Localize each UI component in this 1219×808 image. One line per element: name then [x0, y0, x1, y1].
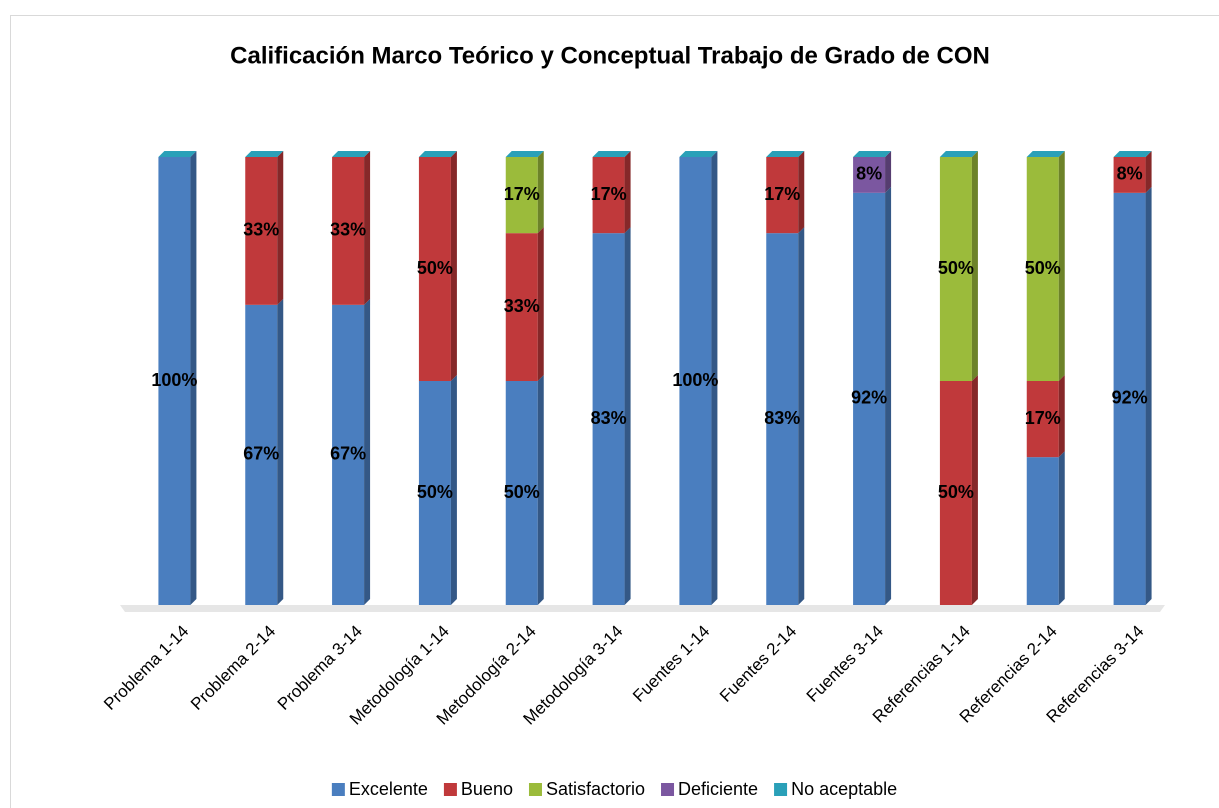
bar-top [1113, 151, 1152, 157]
bar-segment [1026, 381, 1059, 458]
bar-segment [766, 157, 799, 234]
data-label: 50% [504, 482, 540, 502]
bar-side [537, 151, 544, 234]
legend: Excelente Bueno Satisfactorio Deficiente No … [331, 779, 897, 799]
data-label: 92% [851, 388, 887, 408]
bar-top [245, 151, 284, 157]
data-label: 8% [1117, 164, 1143, 184]
bar-segment [853, 157, 886, 193]
bar-side [971, 375, 978, 605]
chart-title: Calificación Marco Teórico y Conceptual … [230, 42, 990, 69]
bar-side [450, 375, 457, 605]
bar-segment [592, 157, 625, 234]
bar-side [537, 375, 544, 605]
legend-swatch [528, 783, 542, 796]
legend-swatch [661, 783, 675, 796]
data-label: 50% [417, 258, 453, 278]
bar-segment [505, 233, 538, 381]
legend-label: Satisfactorio [546, 779, 645, 799]
legend-swatch [443, 783, 457, 796]
data-label: 92% [1112, 388, 1148, 408]
bar-side [885, 186, 892, 605]
bar-top [853, 151, 892, 157]
data-label: 50% [938, 482, 974, 502]
bar-segment [505, 157, 538, 234]
data-label: 17% [591, 184, 627, 204]
bar-top [332, 151, 371, 157]
data-label: 50% [417, 482, 453, 502]
legend-label: Bueno [461, 779, 513, 799]
legend-label: Deficiente [678, 779, 758, 799]
bar-side [798, 151, 805, 234]
bar-side [1145, 186, 1152, 605]
bar-side [624, 227, 631, 605]
bar-segment [939, 157, 972, 381]
bar-segment [1113, 192, 1146, 605]
legend-swatch [331, 783, 345, 796]
bar-top [158, 151, 197, 157]
data-label: 100% [151, 370, 197, 390]
data-label: 67% [243, 444, 279, 464]
bar-side [798, 227, 805, 605]
bar-top [1026, 151, 1065, 157]
bar-side [1058, 451, 1065, 605]
bar-segment [332, 304, 365, 605]
data-label: 33% [243, 220, 279, 240]
data-label: 17% [504, 184, 540, 204]
bar-side [1058, 375, 1065, 458]
data-label: 33% [504, 296, 540, 316]
data-label: 50% [938, 258, 974, 278]
bar-side [971, 151, 978, 381]
bar-segment [158, 157, 191, 605]
data-label: 83% [764, 408, 800, 428]
bar-top [505, 151, 544, 157]
data-label: 8% [856, 164, 882, 184]
bar-side [364, 298, 371, 605]
bar-segment [332, 157, 365, 305]
bar-top [418, 151, 457, 157]
bar-side [1145, 151, 1152, 193]
bar-segment [418, 157, 451, 381]
bar-side [624, 151, 631, 234]
bar-top [939, 151, 978, 157]
bar-segment [245, 157, 278, 305]
bar-segment [1026, 457, 1059, 605]
bar-segment [939, 381, 972, 605]
bar-top [766, 151, 805, 157]
bar-side [711, 151, 718, 605]
data-label: 17% [1025, 408, 1061, 428]
bar-top [592, 151, 631, 157]
bar-side [885, 151, 892, 193]
data-label: 17% [764, 184, 800, 204]
bar-side [190, 151, 197, 605]
bar-segment [679, 157, 712, 605]
bar-segment [853, 192, 886, 605]
legend-label: Excelente [349, 779, 428, 799]
legend-label: No aceptable [791, 779, 897, 799]
bar-segment [592, 233, 625, 605]
bar-side [1058, 151, 1065, 381]
bar-segment [505, 381, 538, 605]
bar-side [537, 227, 544, 381]
legend-swatch [774, 783, 788, 796]
data-label: 50% [1025, 258, 1061, 278]
bar-segment [1026, 157, 1059, 381]
data-label: 67% [330, 444, 366, 464]
bar-side [277, 151, 284, 305]
bar-side [364, 151, 371, 305]
data-label: 33% [330, 220, 366, 240]
data-label: 100% [672, 370, 718, 390]
bar-segment [245, 304, 278, 605]
bar-side [450, 151, 457, 381]
bar-segment [418, 381, 451, 605]
data-label: 83% [591, 408, 627, 428]
bar-top [679, 151, 718, 157]
bar-segment [1113, 157, 1146, 193]
floor [120, 605, 1165, 612]
bar-side [277, 298, 284, 605]
bar-segment [766, 233, 799, 605]
